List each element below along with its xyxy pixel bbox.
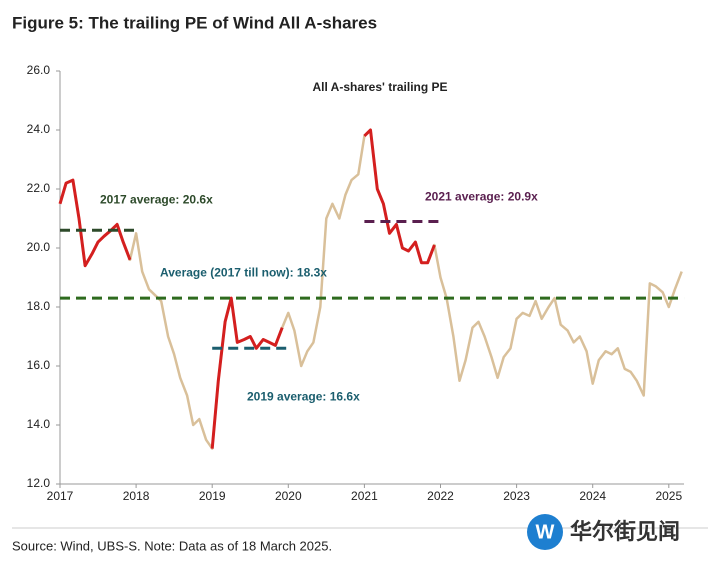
average-label: 2017 average: 20.6x — [100, 192, 213, 206]
chart-title: Figure 5: The trailing PE of Wind All A-… — [12, 13, 377, 32]
average-label: Average (2017 till now): 18.3x — [160, 265, 327, 279]
x-tick-label: 2022 — [427, 489, 454, 503]
series-line — [58, 128, 683, 450]
x-tick-label: 2023 — [503, 489, 530, 503]
x-tick-label: 2024 — [579, 489, 606, 503]
x-tick-label: 2025 — [655, 489, 682, 503]
y-tick-label: 20.0 — [27, 240, 51, 254]
watermark-logo — [527, 514, 563, 550]
x-tick-label: 2021 — [351, 489, 378, 503]
y-tick-label: 14.0 — [27, 417, 51, 431]
y-tick-label: 22.0 — [27, 181, 51, 195]
watermark-logo-text: W — [536, 521, 555, 543]
x-tick-label: 2019 — [199, 489, 226, 503]
y-tick-label: 18.0 — [27, 299, 51, 313]
x-tick-label: 2020 — [275, 489, 302, 503]
y-tick-label: 24.0 — [27, 122, 51, 136]
average-label: 2021 average: 20.9x — [425, 190, 538, 204]
y-tick-label: 26.0 — [27, 63, 51, 77]
y-tick-label: 12.0 — [27, 476, 51, 490]
y-tick-label: 16.0 — [27, 358, 51, 372]
source-note: Source: Wind, UBS-S. Note: Data as of 18… — [12, 538, 332, 553]
watermark: 华尔街见闻 — [570, 519, 680, 544]
chart-subtitle: All A-shares' trailing PE — [312, 80, 447, 94]
x-tick-label: 2018 — [123, 489, 150, 503]
average-label: 2019 average: 16.6x — [247, 389, 360, 403]
series-line — [58, 128, 436, 449]
x-tick-label: 2017 — [47, 489, 74, 503]
